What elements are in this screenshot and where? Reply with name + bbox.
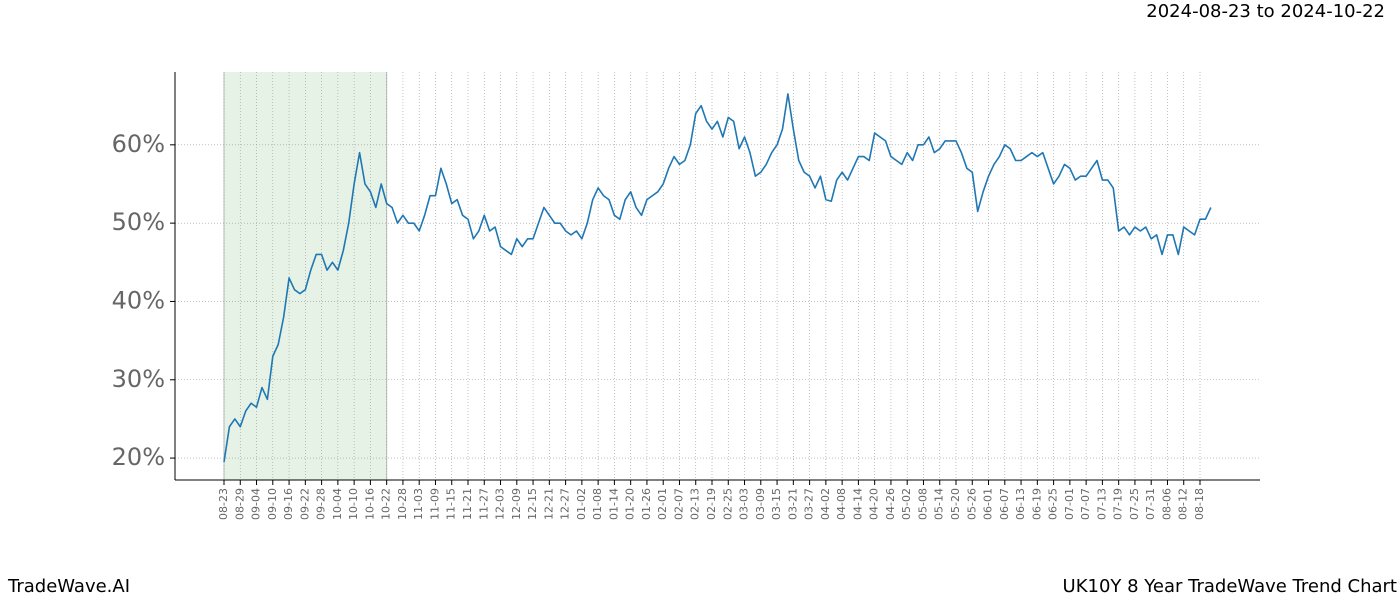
x-tick-label: 02-13 xyxy=(689,488,702,520)
x-tick-label: 02-19 xyxy=(705,488,718,520)
y-tick-label: 60% xyxy=(112,130,165,158)
x-tick-label: 10-10 xyxy=(347,488,360,520)
x-tick-label: 08-12 xyxy=(1177,488,1190,520)
x-tick-label: 05-26 xyxy=(965,488,978,520)
x-tick-label: 07-31 xyxy=(1144,488,1157,520)
x-tick-label: 12-03 xyxy=(494,488,507,520)
brand: TradeWave.AI xyxy=(7,576,130,597)
x-tick-label: 11-27 xyxy=(477,488,490,520)
x-tick-label: 10-16 xyxy=(363,488,376,520)
x-tick-label: 06-01 xyxy=(982,488,995,520)
x-tick-label: 05-14 xyxy=(933,488,946,520)
x-tick-label: 12-21 xyxy=(542,488,555,520)
x-tick-label: 07-07 xyxy=(1079,488,1092,520)
x-tick-label: 03-09 xyxy=(754,488,767,520)
x-tick-label: 02-01 xyxy=(656,488,669,520)
x-tick-label: 08-23 xyxy=(217,488,230,520)
x-tick-label: 07-19 xyxy=(1112,488,1125,520)
x-tick-label: 08-29 xyxy=(233,488,246,520)
x-tick-label: 09-22 xyxy=(298,488,311,520)
x-tick-label: 02-25 xyxy=(721,488,734,520)
x-tick-label: 11-03 xyxy=(412,488,425,520)
x-tick-label: 03-03 xyxy=(738,488,751,520)
x-tick-label: 04-08 xyxy=(835,488,848,520)
x-tick-label: 12-15 xyxy=(526,488,539,520)
x-tick-label: 04-26 xyxy=(884,488,897,520)
x-tick-label: 11-21 xyxy=(461,488,474,520)
x-tick-label: 01-20 xyxy=(624,488,637,520)
y-tick-label: 30% xyxy=(112,365,165,393)
x-tick-label: 07-13 xyxy=(1095,488,1108,520)
date-range: 2024-08-23 to 2024-10-22 xyxy=(1146,1,1385,22)
x-tick-label: 09-28 xyxy=(315,488,328,520)
x-tick-label: 01-14 xyxy=(607,488,620,520)
y-tick-label: 40% xyxy=(112,286,165,314)
x-tick-label: 01-02 xyxy=(575,488,588,520)
x-tick-label: 02-07 xyxy=(672,488,685,520)
x-tick-label: 01-08 xyxy=(591,488,604,520)
x-tick-label: 01-26 xyxy=(640,488,653,520)
x-tick-label: 05-08 xyxy=(916,488,929,520)
x-tick-label: 12-09 xyxy=(510,488,523,520)
x-tick-label: 03-21 xyxy=(786,488,799,520)
x-tick-label: 04-02 xyxy=(819,488,832,520)
x-tick-label: 06-25 xyxy=(1047,488,1060,520)
y-tick-label: 50% xyxy=(112,208,165,236)
y-tick-label: 20% xyxy=(112,443,165,471)
x-tick-label: 04-14 xyxy=(851,488,864,520)
x-tick-label: 10-04 xyxy=(331,488,344,520)
x-tick-label: 08-06 xyxy=(1160,488,1173,520)
x-tick-label: 08-18 xyxy=(1193,488,1206,520)
x-tick-label: 09-16 xyxy=(282,488,295,520)
x-tick-label: 05-02 xyxy=(900,488,913,520)
x-tick-label: 03-15 xyxy=(770,488,783,520)
x-tick-label: 07-01 xyxy=(1063,488,1076,520)
x-tick-label: 06-13 xyxy=(1014,488,1027,520)
x-tick-label: 06-07 xyxy=(998,488,1011,520)
x-tick-label: 11-09 xyxy=(428,488,441,520)
x-tick-label: 10-28 xyxy=(396,488,409,520)
x-tick-label: 10-22 xyxy=(380,488,393,520)
x-tick-label: 12-27 xyxy=(559,488,572,520)
x-tick-label: 09-10 xyxy=(266,488,279,520)
chart-title: UK10Y 8 Year TradeWave Trend Chart xyxy=(1063,576,1397,597)
x-tick-label: 06-19 xyxy=(1030,488,1043,520)
x-tick-label: 04-20 xyxy=(868,488,881,520)
x-tick-label: 05-20 xyxy=(949,488,962,520)
x-tick-label: 11-15 xyxy=(445,488,458,520)
x-tick-label: 07-25 xyxy=(1128,488,1141,520)
x-tick-label: 09-04 xyxy=(250,488,263,520)
trend-line xyxy=(223,93,1212,463)
x-tick-label: 03-27 xyxy=(803,488,816,520)
